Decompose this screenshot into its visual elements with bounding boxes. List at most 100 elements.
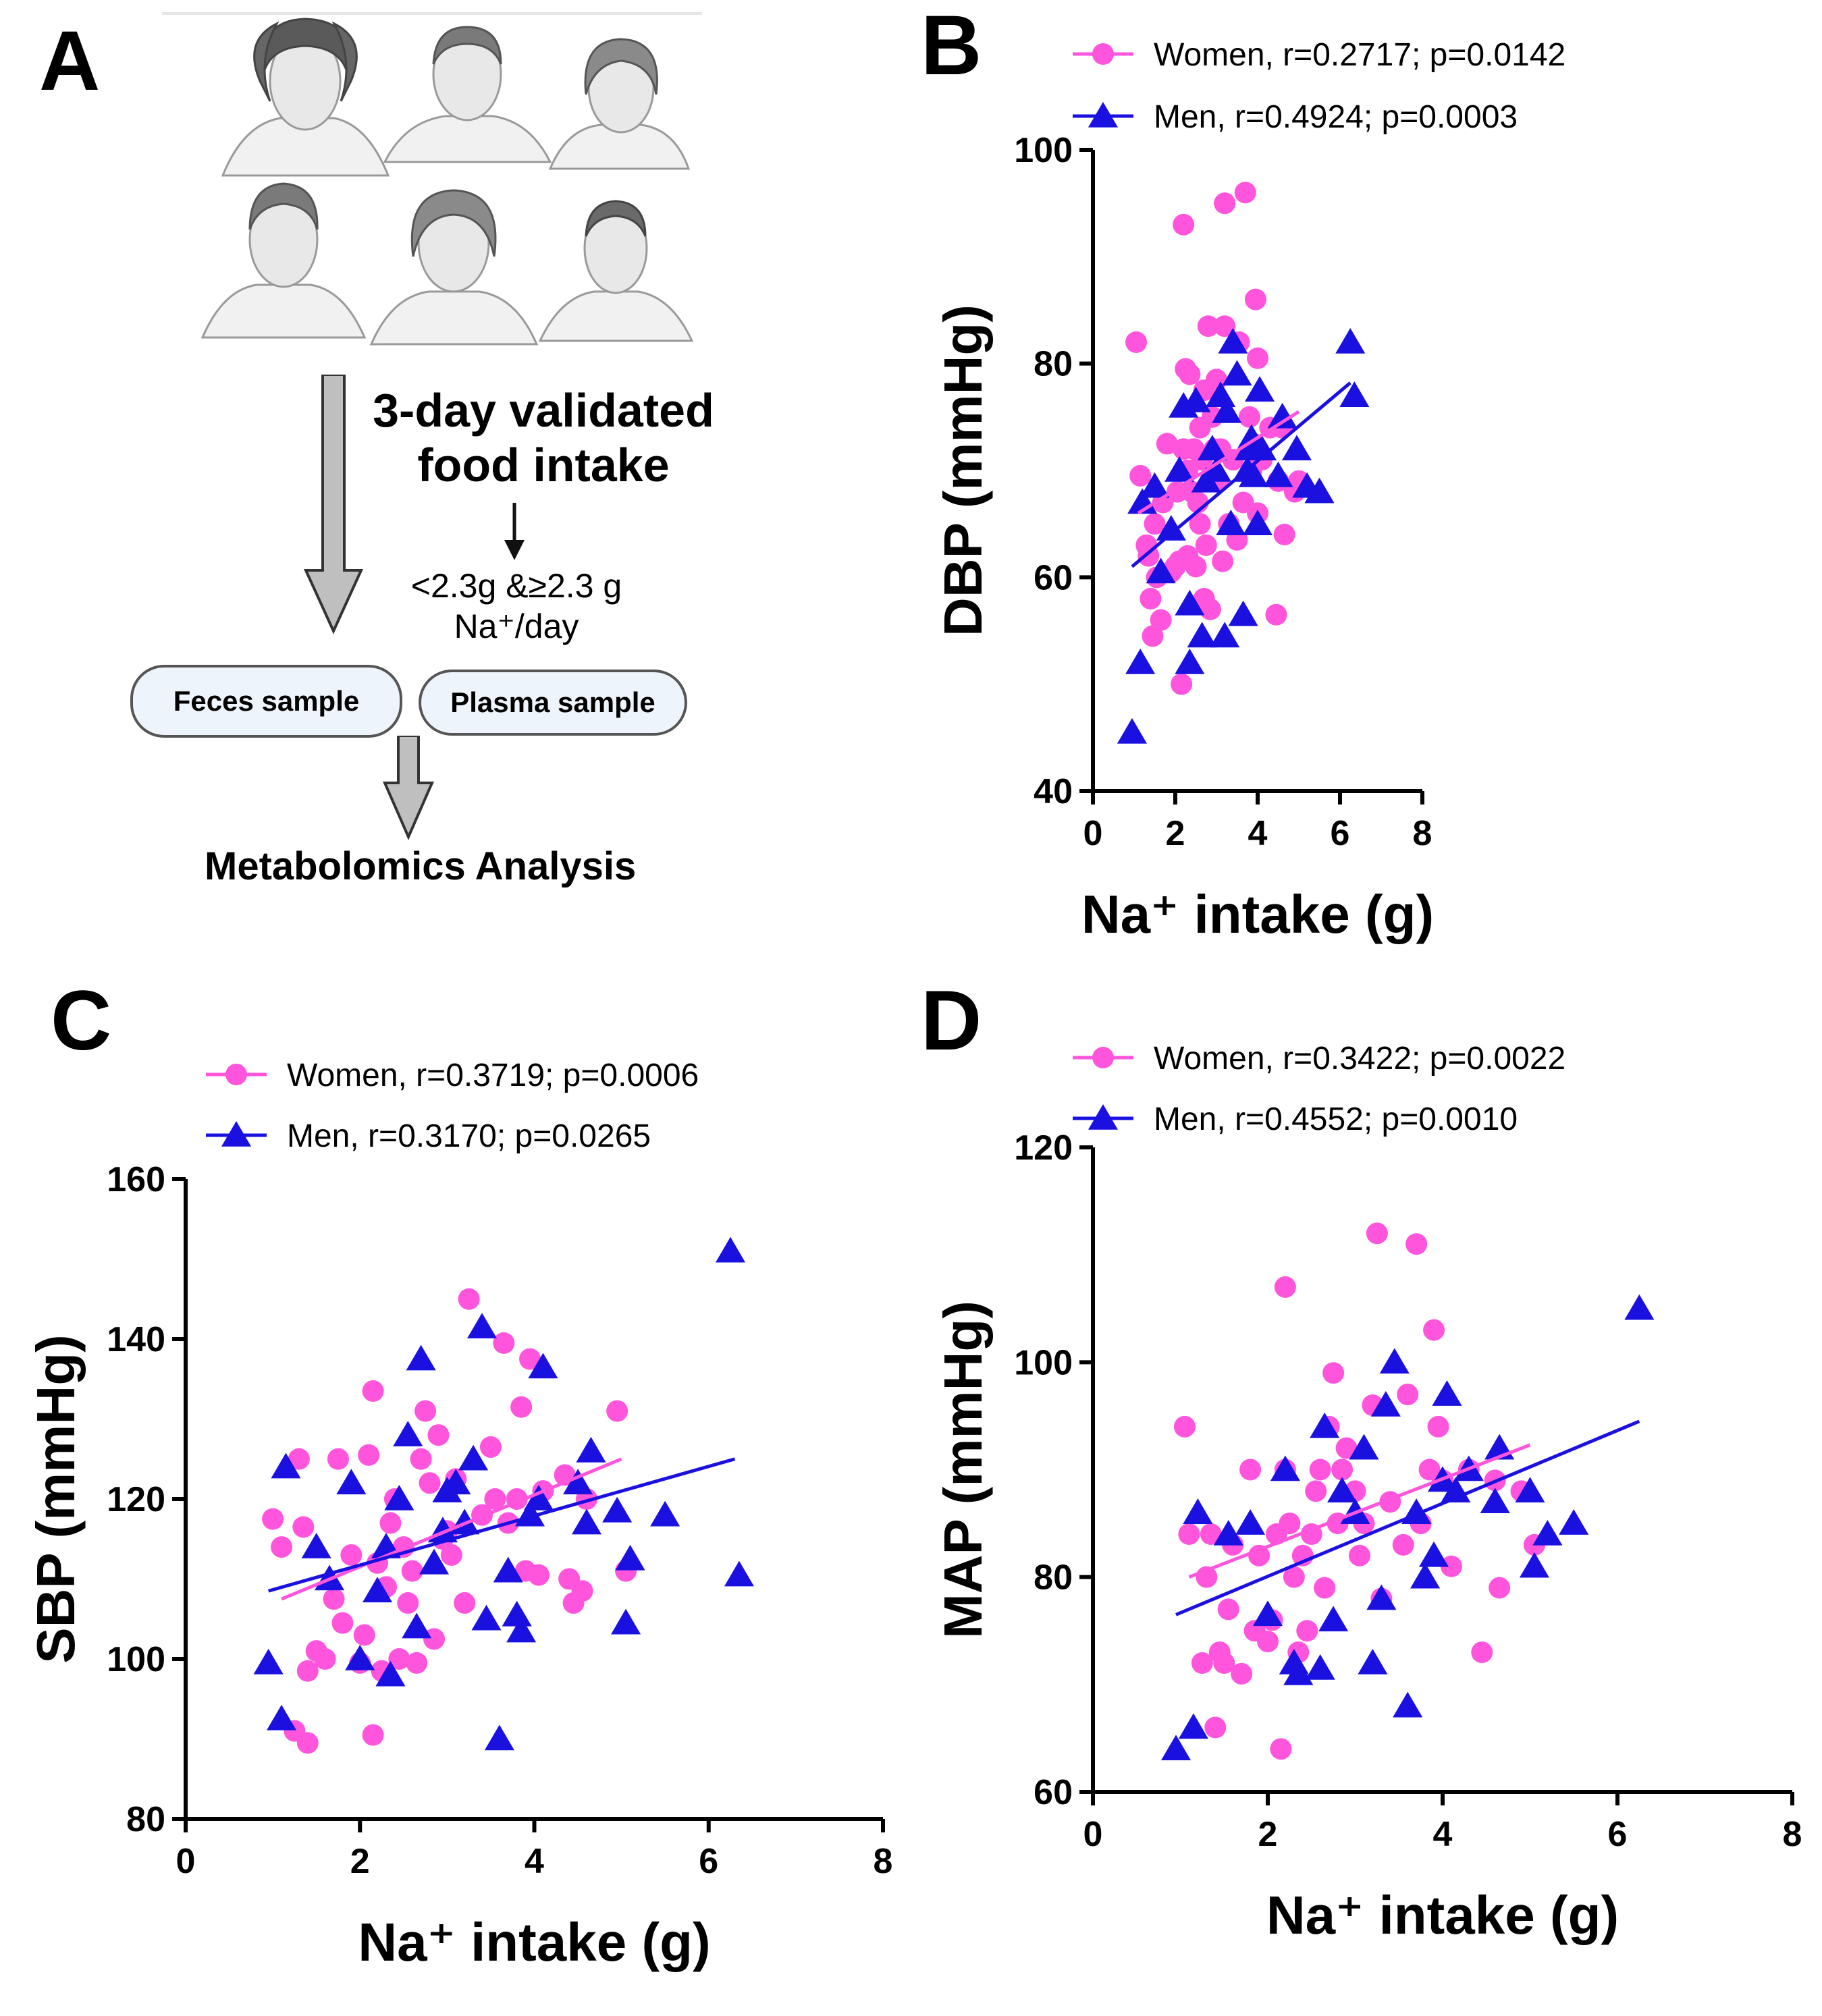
feces-sample-label: Feces sample [173, 685, 360, 717]
legend-marker-circle [225, 1064, 247, 1085]
data-point-men [1156, 515, 1186, 541]
data-point-women [358, 1444, 380, 1466]
data-point-men [393, 1421, 423, 1446]
data-point-women [419, 1472, 441, 1494]
data-point-women [292, 1516, 315, 1538]
data-point-men [1370, 1391, 1401, 1417]
threshold-line1: <2.3g &≥2.3 g [410, 567, 622, 605]
y-tick-label: 100 [107, 1640, 165, 1679]
data-point-women [1234, 182, 1256, 204]
data-point-women [1314, 1577, 1336, 1599]
data-point-men [1140, 472, 1170, 498]
data-point-women [1195, 534, 1217, 556]
data-point-men [1305, 1654, 1335, 1680]
data-point-women [1274, 1276, 1296, 1298]
data-point-women [1270, 1738, 1292, 1760]
legend-item-men: Men, r=0.3170; p=0.0265 [206, 1118, 651, 1154]
data-point-men [384, 1485, 414, 1510]
panel-a: A [0, 0, 783, 945]
data-point-women [327, 1448, 349, 1470]
data-point-women [527, 1564, 550, 1586]
data-point-men [724, 1560, 754, 1587]
data-point-women [1137, 545, 1160, 567]
data-point-men [1175, 589, 1205, 616]
data-point-women [1189, 513, 1211, 535]
data-point-men [563, 1469, 593, 1495]
data-point-women [379, 1512, 402, 1534]
data-point-men [345, 1645, 375, 1670]
series-men [253, 1236, 754, 1751]
data-point-men [1117, 717, 1147, 744]
data-point-women [479, 1436, 502, 1458]
x-tick-label: 6 [1608, 1815, 1628, 1854]
data-point-women [1129, 464, 1152, 487]
data-point-men [1181, 387, 1211, 412]
data-point-men [1222, 360, 1252, 386]
data-point-women [458, 1288, 480, 1310]
data-point-men [1335, 328, 1366, 354]
legend-marker-triangle [1088, 102, 1119, 128]
plasma-sample-box: Plasma sample [419, 670, 687, 736]
data-point-men [506, 1616, 537, 1643]
x-tick-label: 2 [1166, 814, 1185, 853]
data-point-men [1125, 649, 1156, 674]
data-point-men [493, 1556, 523, 1583]
x-axis-title: Na⁺ intake (g) [1081, 884, 1434, 944]
data-point-men [1304, 477, 1335, 503]
y-axis-title: DBP (mmHg) [933, 304, 993, 636]
data-point-men [419, 1548, 450, 1575]
fit-line-women [1188, 1443, 1531, 1579]
x-tick-label: 8 [1413, 814, 1432, 853]
legend-label: Women, r=0.2717; p=0.0142 [1154, 37, 1565, 73]
data-point-women [410, 1448, 432, 1470]
data-point-women [1265, 603, 1287, 626]
data-point-women [1173, 213, 1195, 236]
data-point-men [528, 1353, 558, 1379]
data-point-men [1624, 1294, 1655, 1320]
x-tick-label: 2 [350, 1842, 370, 1881]
data-point-women [1309, 1459, 1331, 1481]
x-tick-label: 0 [1083, 814, 1103, 853]
data-point-women [1199, 598, 1221, 620]
data-point-women [1366, 1222, 1388, 1245]
legend-label: Men, r=0.4552; p=0.0010 [1154, 1101, 1518, 1137]
legend-label: Women, r=0.3422; p=0.0022 [1154, 1041, 1565, 1077]
data-point-men [571, 1508, 602, 1535]
y-tick-label: 100 [1014, 1343, 1073, 1382]
data-point-men [1247, 435, 1277, 461]
x-tick-label: 6 [1331, 814, 1350, 853]
data-point-men [611, 1608, 641, 1635]
legend-item-men: Men, r=0.4552; p=0.0010 [1073, 1101, 1518, 1137]
fit-line-women [281, 1457, 622, 1601]
data-point-men [266, 1704, 297, 1731]
data-point-women [288, 1448, 310, 1470]
data-point-women [1185, 555, 1207, 578]
flow-arrow-small [504, 503, 525, 560]
data-point-men [1318, 1606, 1349, 1632]
data-point-men [1410, 1562, 1441, 1589]
panel-letter-b: B [921, 0, 982, 92]
data-point-women [1217, 1598, 1239, 1620]
data-point-women [1197, 315, 1219, 337]
data-point-women [262, 1508, 284, 1530]
data-point-women [1173, 1415, 1196, 1438]
data-point-women [1239, 1459, 1262, 1481]
data-point-men [1480, 1488, 1510, 1514]
data-point-women [484, 1488, 506, 1510]
x-tick-label: 4 [1248, 814, 1268, 853]
legend-item-women: Women, r=0.2717; p=0.0142 [1073, 37, 1565, 73]
data-point-men [615, 1544, 645, 1571]
legend-label: Men, r=0.3170; p=0.0265 [287, 1118, 651, 1154]
data-point-women [440, 1544, 462, 1566]
data-point-men [1519, 1552, 1550, 1578]
x-tick-label: 6 [699, 1842, 718, 1881]
data-point-men [363, 1577, 393, 1603]
data-point-men [1559, 1509, 1589, 1535]
data-point-men [1419, 1541, 1449, 1567]
legend-marker-circle [1092, 1047, 1114, 1068]
data-point-men [1263, 461, 1293, 487]
data-point-men [1183, 1498, 1213, 1524]
participants-illustration [162, 12, 702, 346]
y-tick-label: 120 [107, 1480, 165, 1519]
data-point-men [502, 1600, 532, 1627]
